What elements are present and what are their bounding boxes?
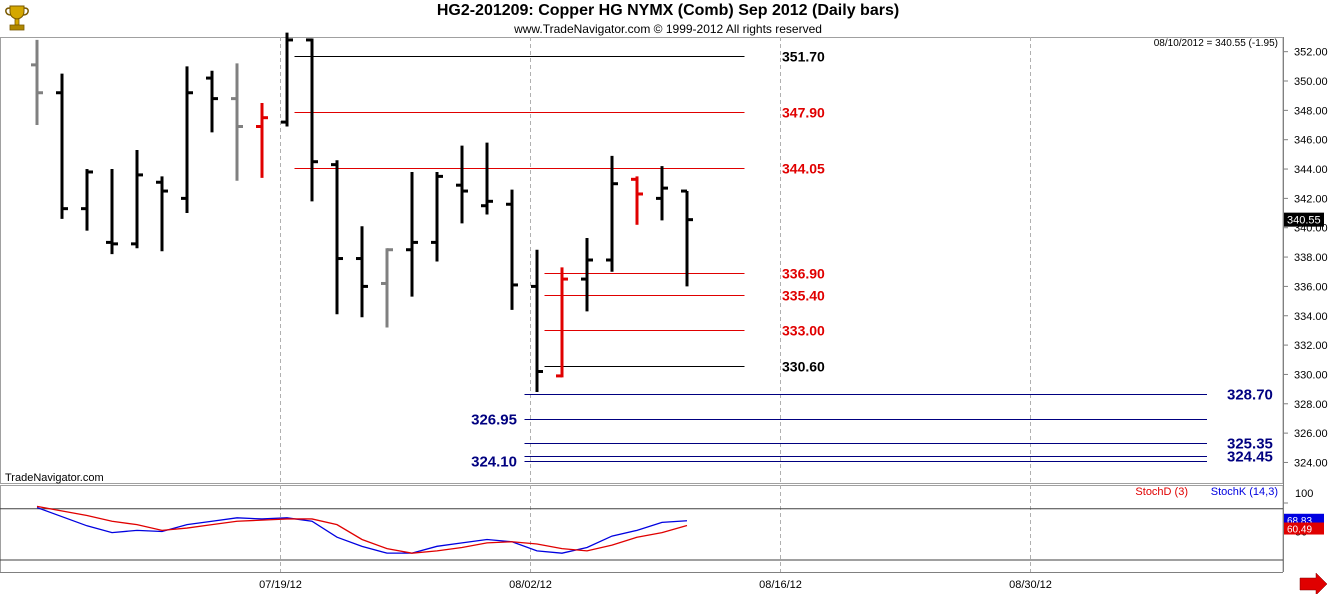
current-price-label: 340.55	[1287, 215, 1321, 227]
current-price-marker	[1284, 212, 1324, 227]
x-tick-label: 07/19/12	[259, 579, 302, 591]
y-tick-label: 328.00	[1294, 399, 1328, 411]
y-tick-label: 348.00	[1294, 105, 1328, 117]
trophy-icon[interactable]	[4, 3, 30, 33]
legend-stochk: StochK (14,3)	[1211, 486, 1278, 498]
last-quote-text: 08/10/2012 = 340.55 (-1.95)	[1154, 38, 1278, 49]
level-label: 344.05	[782, 161, 825, 177]
stoch-y-tick-label: 100	[1295, 488, 1313, 500]
level-label: 324.10	[471, 454, 517, 471]
level-label: 324.45	[1227, 449, 1273, 466]
y-tick-label: 346.00	[1294, 135, 1328, 147]
y-tick-label: 332.00	[1294, 340, 1328, 352]
y-tick-label: 352.00	[1294, 47, 1328, 59]
y-tick-label: 330.00	[1294, 369, 1328, 381]
level-label: 325.35	[1227, 436, 1273, 453]
copyright-text: www.TradeNavigator.com © 1999-2012 All r…	[514, 22, 822, 36]
legend-stochd: StochD (3)	[1135, 486, 1188, 498]
x-tick-label: 08/30/12	[1009, 579, 1052, 591]
y-tick-label: 336.00	[1294, 281, 1328, 293]
level-label: 351.70	[782, 49, 825, 65]
stoch-last-label: 68.83	[1287, 516, 1312, 527]
scroll-right-icon[interactable]	[1299, 572, 1328, 594]
level-label: 336.90	[782, 266, 825, 282]
level-label: 326.95	[471, 412, 517, 429]
watermark-text: TradeNavigator.com	[5, 472, 104, 484]
level-label: 347.90	[782, 105, 825, 121]
level-label: 333.00	[782, 323, 825, 339]
stoch-line	[36, 505, 688, 554]
axis-background	[1283, 37, 1336, 594]
level-label: 335.40	[782, 288, 825, 304]
x-tick-label: 08/16/12	[759, 579, 802, 591]
x-tick-label: 08/02/12	[509, 579, 552, 591]
chart-header: HG2-201209: Copper HG NYMX (Comb) Sep 20…	[0, 0, 1336, 37]
y-tick-label: 344.00	[1294, 164, 1328, 176]
y-tick-label: 338.00	[1294, 252, 1328, 264]
y-tick-label: 326.00	[1294, 428, 1328, 440]
y-tick-label: 342.00	[1294, 193, 1328, 205]
stoch-last-label: 60.49	[1287, 525, 1312, 536]
y-tick-label: 334.00	[1294, 311, 1328, 323]
y-tick-label: 350.00	[1294, 76, 1328, 88]
chart-title: HG2-201209: Copper HG NYMX (Comb) Sep 20…	[436, 2, 900, 19]
price-panel-frame	[0, 37, 1284, 484]
level-label: 330.60	[782, 359, 825, 375]
level-label: 328.70	[1227, 387, 1273, 404]
stoch-last-marker	[1284, 522, 1324, 535]
y-tick-label: 324.00	[1294, 457, 1328, 469]
